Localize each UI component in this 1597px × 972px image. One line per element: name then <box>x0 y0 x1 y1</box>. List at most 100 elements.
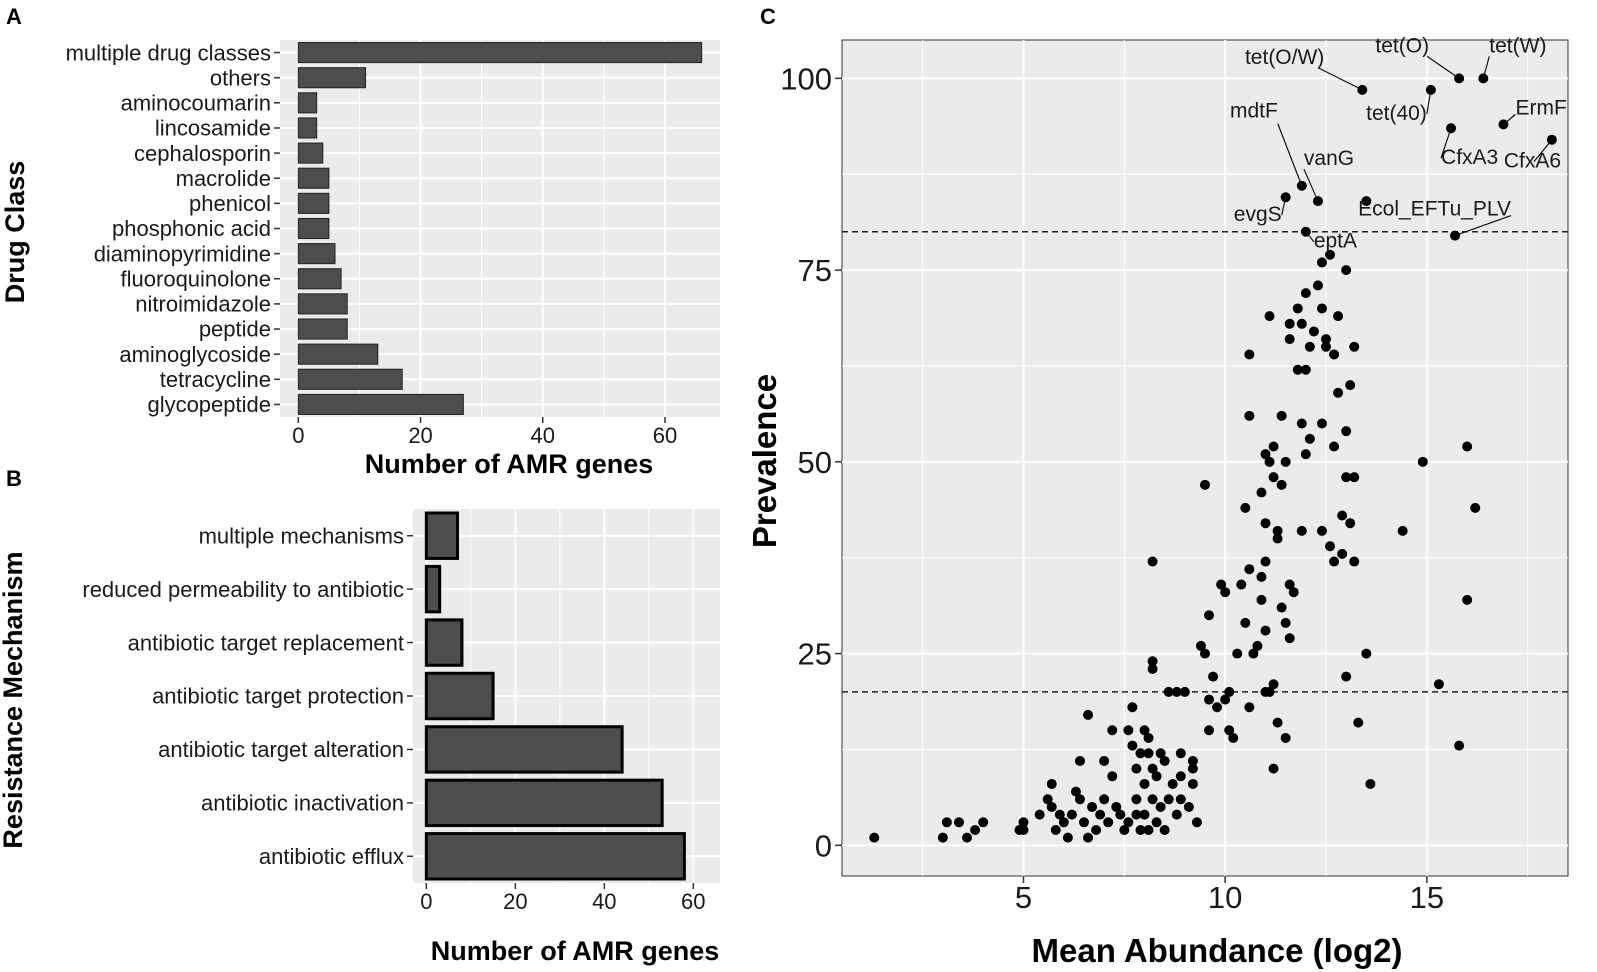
bar <box>424 671 495 721</box>
data-point <box>1224 725 1235 736</box>
data-point <box>1353 717 1364 728</box>
data-point <box>1260 625 1271 636</box>
data-point <box>1131 809 1142 820</box>
bar <box>297 67 367 89</box>
data-point <box>869 832 880 843</box>
data-point <box>1155 748 1166 759</box>
data-point <box>1018 824 1029 835</box>
panel-c-threshold-lines <box>842 230 1568 693</box>
data-point <box>1304 433 1315 444</box>
x-tick-label: 15 <box>1410 880 1444 915</box>
bar <box>424 725 624 774</box>
data-point <box>1139 809 1150 820</box>
gene-leader-line <box>1318 67 1363 91</box>
data-point <box>1321 334 1331 345</box>
data-point <box>1079 817 1089 828</box>
data-point <box>1397 525 1408 536</box>
labeled-data-point <box>1361 196 1372 207</box>
data-point <box>1163 686 1174 697</box>
data-point <box>1147 763 1158 774</box>
category-label: reduced permeability to antibiotic <box>82 577 404 602</box>
gene-leader-line <box>1454 215 1512 237</box>
data-point <box>1171 809 1182 820</box>
data-point <box>1268 441 1279 452</box>
data-point <box>1462 441 1473 452</box>
panel-c-ticks: 5 10 15 0 25 50 75 100 <box>780 61 1444 915</box>
gene-label: eptA <box>1314 230 1357 253</box>
data-point <box>1280 617 1291 628</box>
data-point <box>1054 809 1065 820</box>
data-point <box>1316 303 1327 314</box>
data-point <box>1433 679 1444 690</box>
data-point <box>1143 824 1154 835</box>
data-point <box>1345 380 1356 391</box>
data-point <box>1292 364 1303 375</box>
data-point <box>1147 656 1158 667</box>
gene-leader-line <box>1305 231 1315 243</box>
data-point <box>1341 671 1352 682</box>
data-point <box>1337 510 1348 521</box>
x-tick-label: 0 <box>420 889 432 914</box>
data-point <box>1083 832 1094 843</box>
category-label: aminoglycoside <box>119 342 271 367</box>
data-point <box>1300 449 1311 460</box>
panel-b-x-axis-label: Number of AMR genes <box>431 936 720 966</box>
bar <box>297 293 348 315</box>
data-point <box>1123 725 1134 736</box>
y-tick-label: 0 <box>815 828 832 863</box>
data-point <box>1268 472 1279 483</box>
data-point <box>1115 809 1126 820</box>
data-point <box>1167 778 1178 789</box>
data-point <box>1292 303 1303 314</box>
data-point <box>1159 824 1170 835</box>
data-point <box>1248 648 1259 659</box>
data-point <box>1070 786 1081 797</box>
data-point <box>1308 326 1319 337</box>
data-point <box>1224 686 1235 697</box>
data-point <box>1175 794 1186 805</box>
bar <box>297 368 403 390</box>
category-label: peptide <box>199 317 271 342</box>
category-label: phenicol <box>189 191 271 216</box>
bar <box>297 393 464 415</box>
data-point <box>1187 778 1198 789</box>
data-point <box>1329 349 1340 360</box>
category-label: antibiotic efflux <box>259 844 404 869</box>
data-point <box>1187 755 1198 766</box>
data-point <box>1139 778 1150 789</box>
x-tick-label: 10 <box>1208 880 1242 915</box>
data-point <box>1123 817 1134 828</box>
data-point <box>1272 525 1283 536</box>
data-point <box>1127 740 1138 751</box>
data-point <box>1195 640 1206 651</box>
data-point <box>1260 449 1271 460</box>
prevalence-scatter-plot: tet(O/W) tet(O) tet(W) tet(40) ErmF CfxA3 CfxA… <box>746 34 1569 969</box>
data-point <box>1256 594 1267 605</box>
data-point <box>1341 472 1352 483</box>
data-point <box>1151 817 1162 828</box>
gene-label: mdtF <box>1230 100 1278 123</box>
data-point <box>1135 748 1146 759</box>
data-point <box>1316 525 1327 536</box>
gene-leader-line <box>1533 139 1553 163</box>
data-point <box>1316 257 1327 268</box>
drug-class-bar-chart: 0 20 40 60 multiple drug classesothersaminoc… <box>0 40 720 479</box>
data-point <box>1300 364 1311 375</box>
bar <box>297 318 348 340</box>
data-point <box>1361 648 1372 659</box>
data-point <box>1304 341 1315 352</box>
data-point <box>1228 732 1239 743</box>
data-point <box>1131 794 1142 805</box>
data-point <box>1143 732 1154 743</box>
bar <box>297 243 336 265</box>
data-point <box>1183 801 1194 812</box>
panel-label-c: C <box>760 4 776 29</box>
data-point <box>1288 587 1299 598</box>
data-point <box>1131 763 1142 774</box>
data-point <box>1139 725 1150 736</box>
data-point <box>1329 556 1340 567</box>
gene-label: CfxA6 <box>1504 150 1561 173</box>
data-point <box>962 832 973 843</box>
data-point <box>1204 610 1215 621</box>
panel-label-b: B <box>6 466 22 491</box>
